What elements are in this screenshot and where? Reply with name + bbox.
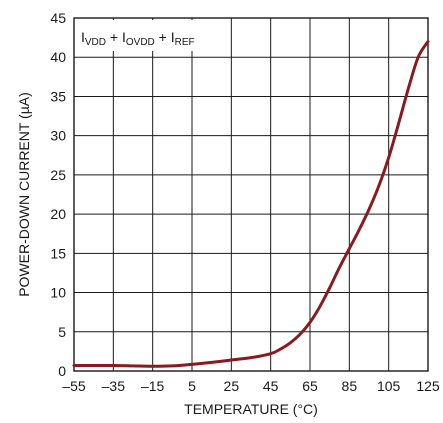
x-tick-label: 25 [224,378,240,394]
current-annotation: IVDD + IOVDD + IREF [81,29,195,48]
annotation-background [78,20,198,51]
x-tick-label: 5 [188,378,196,394]
x-tick-label: 105 [377,378,401,394]
y-axis-label: POWER-DOWN CURRENT (µA) [16,92,32,297]
x-tick-labels: –55 –35 –15 5 25 45 65 85 105 125 [62,378,440,394]
annotation-text: + I [155,29,175,45]
y-tick-label: 25 [50,167,66,183]
y-tick-label: 15 [50,245,66,261]
y-tick-label: 40 [50,49,66,65]
y-tick-label: 20 [50,206,66,222]
y-tick-label: 0 [58,363,66,379]
x-tick-label: –55 [62,378,86,394]
x-tick-label: 65 [302,378,318,394]
annotation-text: I [81,29,85,45]
x-tick-label: 125 [416,378,440,394]
y-tick-label: 35 [50,88,66,104]
y-tick-label: 10 [50,285,66,301]
y-tick-labels: 0 5 10 15 20 25 30 35 40 45 [50,10,66,379]
plot-frame [73,17,429,372]
x-axis-label: TEMPERATURE (°C) [184,401,318,417]
annotation-subscript: VDD [85,37,106,48]
x-tick-label: –15 [141,378,165,394]
y-tick-label: 45 [50,10,66,26]
y-tick-label: 5 [58,324,66,340]
x-tick-label: 45 [263,378,279,394]
annotation-subscript: REF [175,37,195,48]
annotation-subscript: OVDD [126,37,155,48]
x-tick-label: 85 [342,378,358,394]
y-tick-label: 30 [50,128,66,144]
x-tick-label: –35 [102,378,126,394]
series-line [72,40,430,368]
annotation-text: + I [106,29,126,45]
